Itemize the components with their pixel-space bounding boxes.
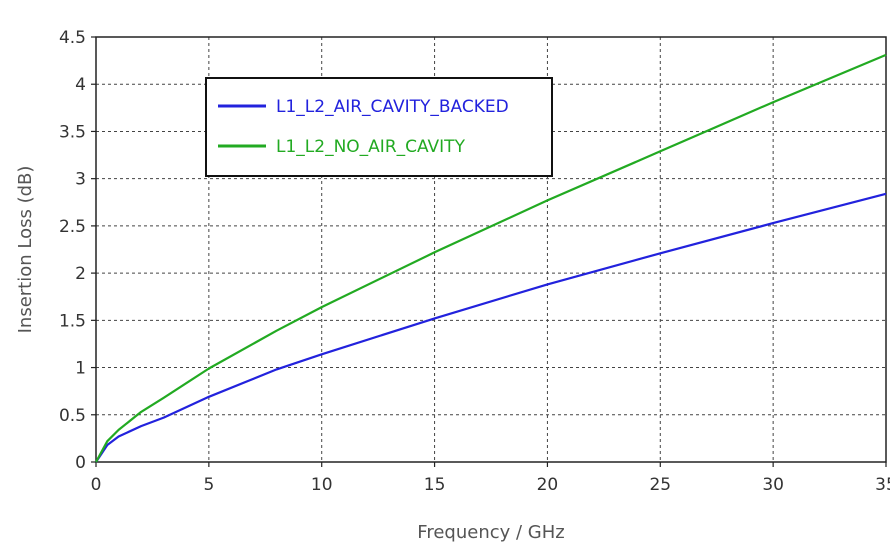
y-tick-label: 0 bbox=[75, 453, 86, 473]
axis-ticks: 0 5 10 15 20 25 30 35 0 0.5 1 1.5 2 2.5 3 3.5 4 4.5 bbox=[59, 28, 890, 495]
x-tick-label: 35 bbox=[875, 475, 890, 495]
legend: L1_L2_AIR_CAVITY_BACKED L1_L2_NO_AIR_CAVI… bbox=[205, 77, 553, 177]
x-tick-label: 5 bbox=[203, 475, 214, 495]
plot-area-frame bbox=[95, 36, 887, 463]
x-tick-label: 25 bbox=[649, 475, 671, 495]
y-tick-label: 3 bbox=[75, 170, 86, 190]
series-line-1 bbox=[95, 192, 887, 463]
y-tick-label: 3.5 bbox=[59, 122, 86, 142]
y-axis-label: Insertion Loss (dB) bbox=[15, 166, 36, 334]
y-tick-label: 4.5 bbox=[59, 28, 86, 48]
legend-box bbox=[205, 77, 553, 177]
grid bbox=[96, 37, 886, 462]
x-tick-label: 20 bbox=[537, 475, 559, 495]
y-tick-label: 0.5 bbox=[59, 406, 86, 426]
series-line-2 bbox=[95, 53, 887, 463]
x-tick-label: 30 bbox=[762, 475, 784, 495]
x-tick-label: 0 bbox=[91, 475, 102, 495]
legend-label: L1_L2_AIR_CAVITY_BACKED bbox=[276, 97, 509, 117]
y-tick-label: 2 bbox=[75, 264, 86, 284]
x-tick-label: 10 bbox=[311, 475, 333, 495]
y-tick-label: 4 bbox=[75, 75, 86, 95]
y-tick-label: 1 bbox=[75, 359, 86, 379]
legend-label: L1_L2_NO_AIR_CAVITY bbox=[276, 137, 466, 157]
y-tick-label: 1.5 bbox=[59, 311, 86, 331]
y-tick-label: 2.5 bbox=[59, 217, 86, 237]
x-axis-label: Frequency / GHz bbox=[417, 522, 564, 543]
series-lines bbox=[95, 53, 887, 463]
x-tick-label: 15 bbox=[424, 475, 446, 495]
